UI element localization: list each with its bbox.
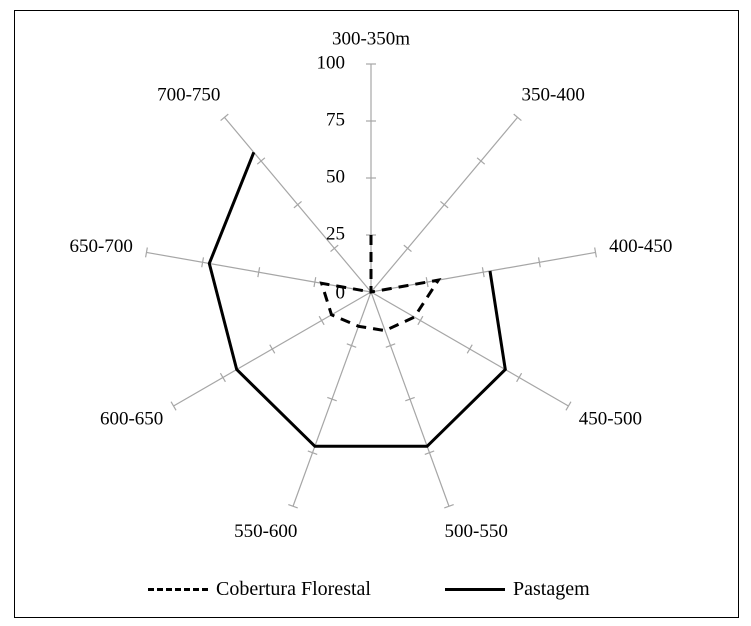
legend-label-cobertura: Cobertura Florestal [216,578,371,600]
axis-tick-7-25 [313,277,317,288]
category-label-5: 550-600 [234,521,297,542]
axis-tick-8-25 [330,244,339,253]
axis-tick-6-75 [219,372,226,383]
category-label-0: 300-350m [332,28,410,49]
axis-tick-8-100 [220,113,229,122]
axis-tick-4-75 [424,450,435,455]
category-label-7: 650-700 [70,236,133,257]
axis-tick-2-50 [481,267,485,278]
axis-tick-8-75 [256,157,266,165]
axis-tick-7-50 [257,267,261,278]
series-layer [207,151,507,448]
axis-tick-1-100 [513,113,522,122]
legend-swatch-solid [445,588,505,591]
category-label-3: 450-500 [579,408,642,429]
tick-label-50: 50 [326,166,345,187]
legend: Cobertura Florestal Pastagem [0,578,751,606]
axis-tick-4-100 [444,503,454,509]
axis-tick-2-100 [594,247,597,258]
category-label-2: 400-450 [609,236,672,257]
legend-item-pastagem: Pastagem [445,578,590,601]
tick-label-75: 75 [326,109,345,130]
axis-tick-7-75 [201,257,205,268]
legend-swatch-dashed [148,588,208,591]
chart-frame [14,10,739,618]
axis-tick-3-100 [565,401,572,411]
axes-layer [145,63,597,509]
axis-tick-6-50 [269,344,276,354]
axis-tick-1-75 [476,157,486,165]
axis-tick-5-75 [307,450,318,455]
axis-tick-7-100 [145,247,148,258]
category-label-8: 700-750 [157,84,220,105]
axis-tick-6-25 [318,315,325,326]
tick-label-25: 25 [326,223,345,244]
axis-tick-2-25 [425,277,429,288]
axis-tick-1-25 [403,244,412,253]
category-label-6: 600-650 [100,408,163,429]
labels-layer: 300-350m 350-400 400-450 450-500 500-550 550-… [70,28,673,542]
axis-tick-5-100 [288,503,298,509]
tick-label-0: 0 [336,282,346,303]
axis-tick-2-75 [537,257,541,268]
axis-tick-3-50 [466,344,473,354]
series-line-0 [319,235,442,333]
category-label-4: 500-550 [445,521,508,542]
tick-label-100: 100 [317,52,346,73]
axis-tick-4-50 [405,396,415,402]
category-label-1: 350-400 [522,84,585,105]
axis-tick-4-25 [385,343,396,348]
axis-tick-5-50 [327,396,337,402]
axis-tick-3-25 [417,315,424,326]
series-line-1 [207,151,507,448]
axis-tick-3-75 [516,372,523,383]
axis-tick-8-50 [293,200,302,209]
legend-item-cobertura: Cobertura Florestal [148,578,371,601]
legend-label-pastagem: Pastagem [513,578,590,600]
axis-tick-1-50 [440,200,449,209]
axis-tick-6-100 [170,401,177,411]
axis-tick-5-25 [346,343,357,348]
